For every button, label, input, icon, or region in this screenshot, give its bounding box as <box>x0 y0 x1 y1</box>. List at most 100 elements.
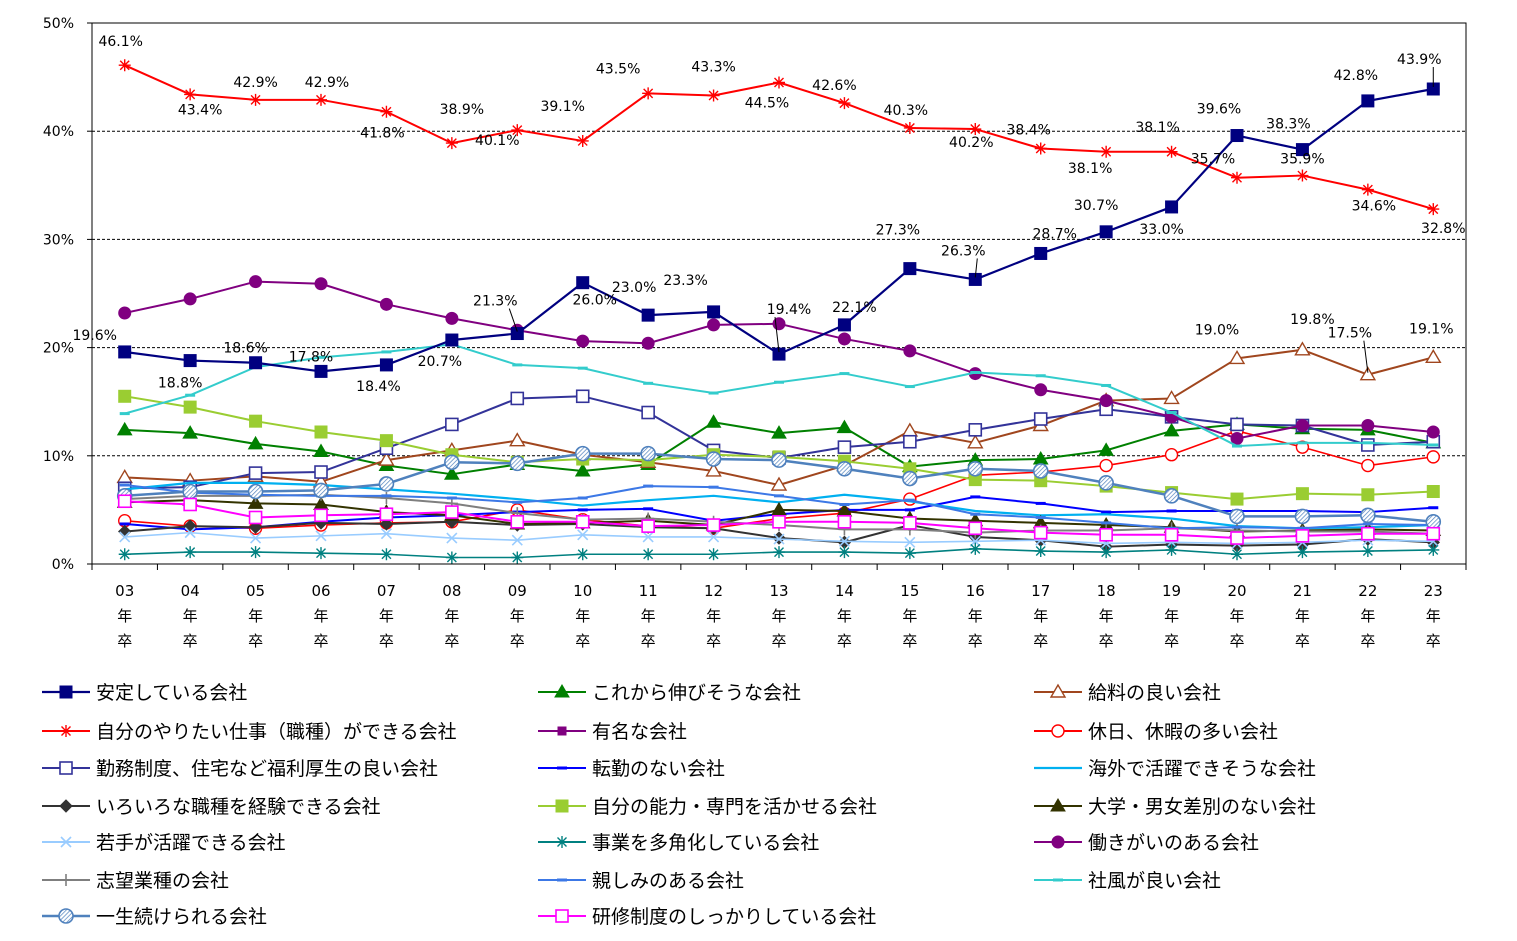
data-point <box>247 483 264 500</box>
data-point <box>1032 463 1049 479</box>
series-18 <box>116 445 1442 530</box>
data-point <box>773 76 785 89</box>
data-point <box>1051 835 1065 849</box>
data-point <box>58 908 74 924</box>
legend-label: 自分のやりたい仕事（職種）ができる会社 <box>96 721 457 743</box>
data-point <box>1294 341 1311 356</box>
data-label: 38.3% <box>1266 117 1310 133</box>
data-label: 17.8% <box>289 349 333 365</box>
data-point <box>642 531 654 543</box>
data-point <box>445 311 459 325</box>
data-point <box>248 510 263 525</box>
x-tick-label: 卒 <box>1229 632 1244 650</box>
data-point <box>379 297 393 311</box>
legend-item: 自分のやりたい仕事（職種）ができる会社 <box>42 721 457 743</box>
data-point <box>1163 422 1180 437</box>
data-point <box>1361 94 1375 108</box>
x-tick-label: 19 <box>1162 582 1181 600</box>
data-point <box>903 516 917 530</box>
data-point <box>772 515 786 529</box>
data-label: 26.3% <box>941 243 985 259</box>
data-point <box>556 836 568 848</box>
legend-label: 志望業種の会社 <box>96 870 229 892</box>
data-point <box>576 334 590 348</box>
legend-item: 給料の良い会社 <box>1034 682 1221 704</box>
data-point <box>557 726 567 736</box>
label-leader <box>1363 340 1369 373</box>
data-point <box>1163 488 1180 504</box>
data-point <box>901 422 919 437</box>
data-point <box>771 501 787 516</box>
data-point <box>837 515 852 529</box>
data-point <box>249 93 262 106</box>
data-point <box>380 528 392 540</box>
x-tick-label: 卒 <box>1295 632 1310 650</box>
data-point <box>554 684 570 698</box>
legend-label: 社風が良い会社 <box>1088 870 1221 892</box>
data-point <box>838 535 850 547</box>
data-point <box>249 546 262 559</box>
data-label: 44.5% <box>745 96 789 112</box>
data-label: 42.9% <box>233 75 277 91</box>
data-point <box>445 417 459 432</box>
x-tick-label: 年 <box>1426 607 1441 625</box>
data-point <box>1165 543 1178 556</box>
data-point <box>1229 508 1245 525</box>
data-point <box>707 548 720 561</box>
data-point <box>707 318 721 332</box>
data-label: 42.6% <box>812 78 856 94</box>
x-tick-label: 卒 <box>379 632 394 650</box>
data-point <box>511 551 524 564</box>
data-point <box>379 434 393 448</box>
data-point <box>183 400 197 414</box>
data-point <box>903 262 917 276</box>
data-point <box>249 275 263 289</box>
x-tick-label: 17 <box>1031 582 1050 600</box>
data-point <box>576 276 590 290</box>
data-point <box>575 389 590 404</box>
x-tick-label: 年 <box>183 607 198 625</box>
y-tick-label: 40% <box>43 124 74 140</box>
data-point <box>967 434 984 449</box>
data-label: 17.5% <box>1328 326 1372 342</box>
legend-item: 有名な会社 <box>538 721 687 743</box>
data-point <box>250 532 262 544</box>
legend-item: 志望業種の会社 <box>42 870 229 892</box>
data-point <box>1099 394 1113 408</box>
data-point <box>574 445 591 462</box>
data-point <box>838 97 851 110</box>
data-point <box>707 305 721 319</box>
data-point <box>184 88 197 101</box>
x-tick-label: 年 <box>1099 607 1114 625</box>
series-3 <box>118 59 1440 216</box>
data-point <box>315 530 327 542</box>
series-17 <box>119 342 1439 448</box>
data-label: 30.7% <box>1074 198 1118 214</box>
data-point <box>1231 548 1243 561</box>
data-label: 43.4% <box>178 102 222 118</box>
data-point <box>314 277 328 291</box>
series-layer <box>116 59 1442 564</box>
data-point <box>838 546 851 559</box>
data-point <box>1295 143 1309 157</box>
x-tick-label: 年 <box>1164 607 1179 625</box>
data-point <box>1295 529 1310 543</box>
data-point <box>1098 442 1115 456</box>
x-tick-label: 卒 <box>968 632 983 650</box>
data-point <box>705 414 722 428</box>
legend-label: 安定している会社 <box>96 682 247 704</box>
y-tick-label: 10% <box>43 449 74 465</box>
data-point <box>837 318 851 332</box>
data-point <box>1034 545 1047 558</box>
legend: 安定している会社 これから伸びそうな会社 給料の良い会社自分のやりたい仕事（職種）が… <box>42 682 1316 928</box>
data-point <box>313 443 329 457</box>
data-point <box>1100 145 1113 158</box>
data-point <box>1426 425 1440 439</box>
data-label: 40.1% <box>475 133 519 149</box>
x-tick-label: 13 <box>769 582 788 600</box>
data-point <box>1099 527 1113 542</box>
data-point <box>1361 419 1375 433</box>
data-point <box>1359 366 1377 381</box>
data-point <box>968 423 983 437</box>
legend-item: 研修制度のしっかりしている会社 <box>538 906 876 928</box>
